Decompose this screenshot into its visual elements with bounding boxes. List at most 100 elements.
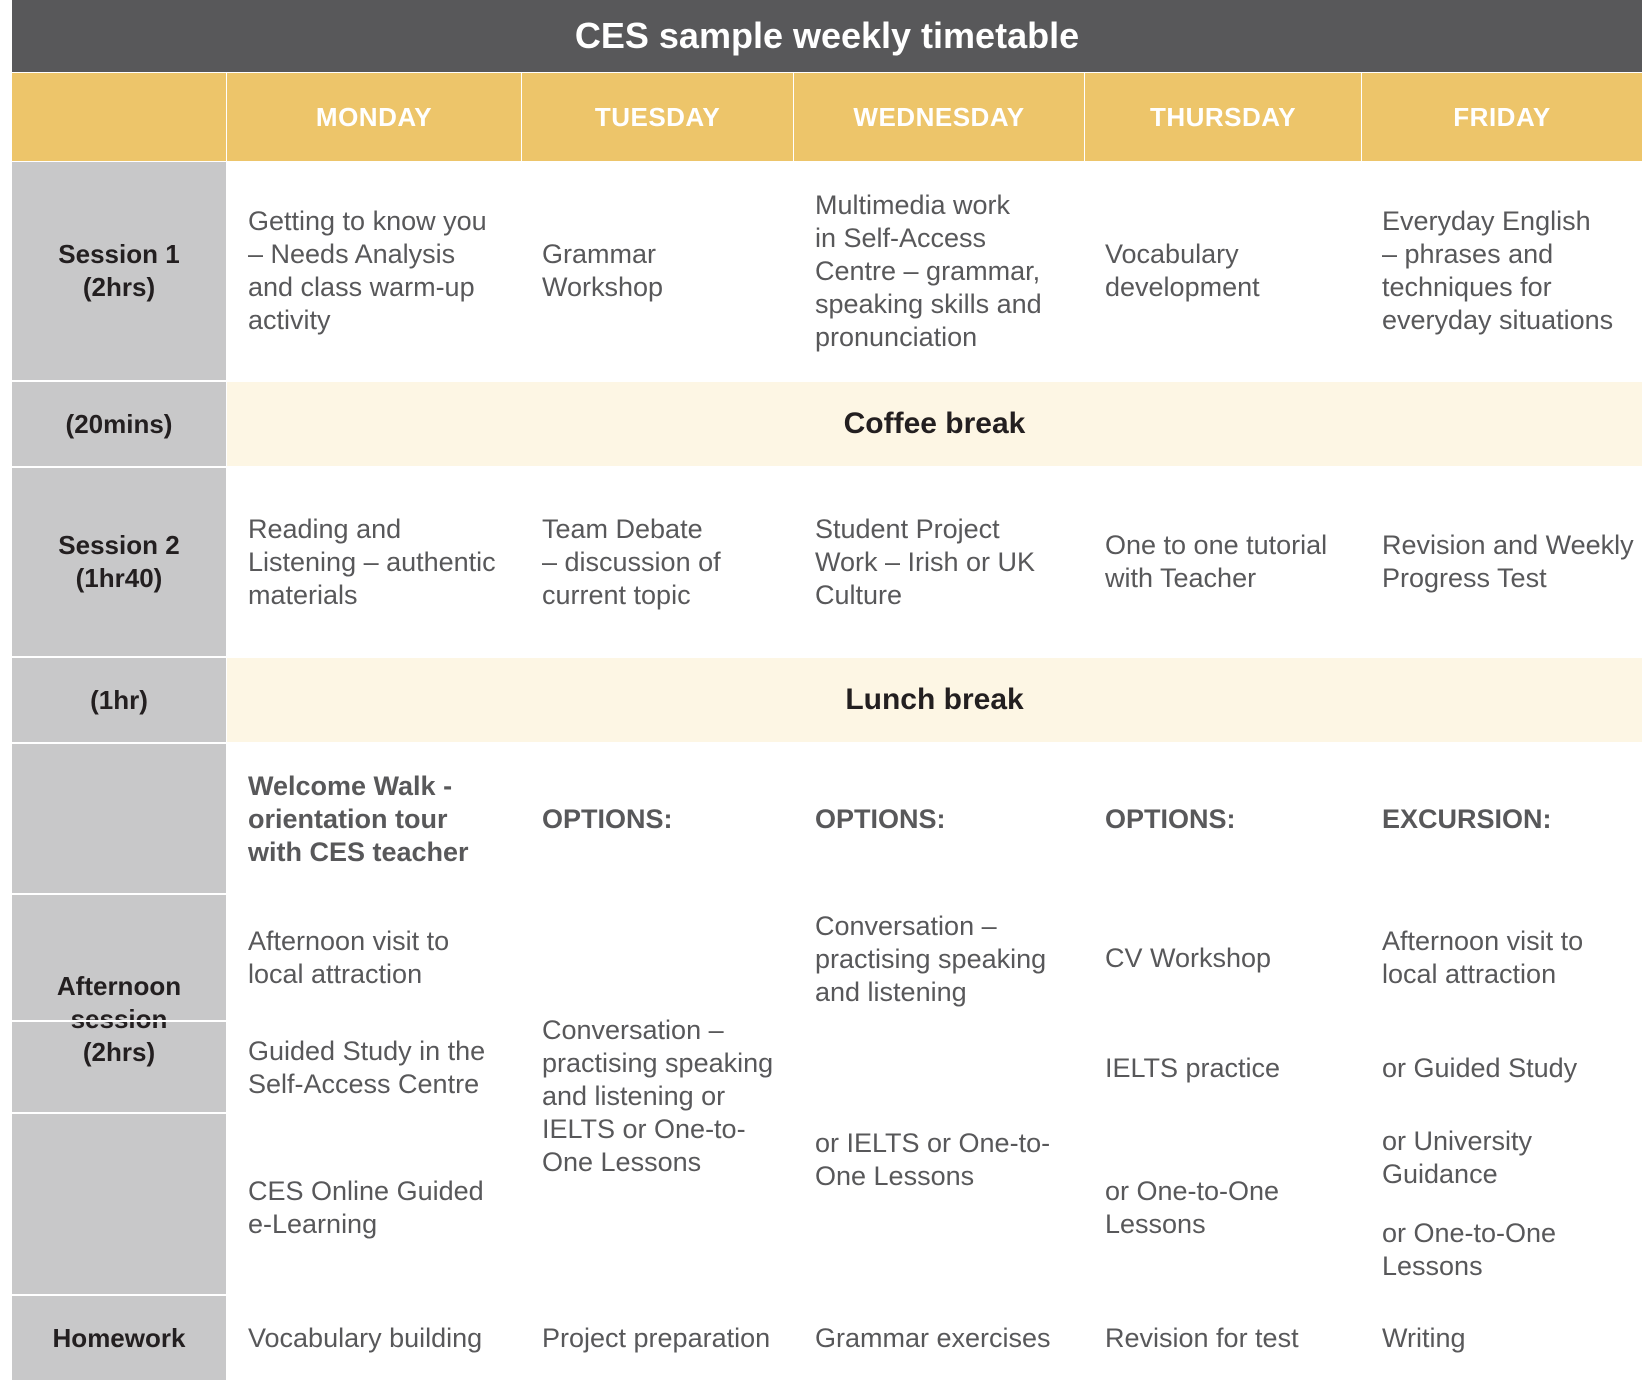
afternoon-thursday-option-1: CV Workshop: [1105, 940, 1357, 976]
cell-line: or University: [1382, 1126, 1533, 1156]
row-label-session-2: Session 2 (1hr40): [12, 468, 226, 656]
row-label-lunch-duration: (1hr): [12, 658, 226, 742]
cell-line: One Lessons: [815, 1161, 975, 1191]
row-label-session-1: Session 1 (2hrs): [12, 162, 226, 380]
cell-line: in Self-Access: [815, 222, 987, 253]
cell-line: – phrases and: [1382, 239, 1554, 269]
cell-line: IELTS or One-to-: [542, 1113, 746, 1144]
row-label-line: (2hrs): [82, 1036, 156, 1067]
cell-line: Listening – authentic: [248, 546, 496, 577]
header-corner: [12, 73, 226, 161]
cell-line: Workshop: [542, 272, 664, 302]
cell-line: development: [1105, 272, 1260, 302]
cell-line: CES Online Guided: [248, 1176, 484, 1206]
cell-line: or Guided Study: [1382, 1052, 1578, 1083]
cell-line: – Needs Analysis: [248, 239, 456, 269]
cell-line: Multimedia work: [815, 189, 1011, 220]
afternoon-header-monday: Welcome Walk - orientation tour with CES…: [248, 768, 523, 870]
row-label-line: (2hrs): [82, 272, 156, 302]
cell-session1-friday: Everyday English – phrases and technique…: [1382, 162, 1640, 380]
cell-session2-friday: Revision and Weekly Progress Test: [1382, 468, 1640, 656]
cell-line: One Lessons: [542, 1146, 702, 1177]
cell-line: Afternoon visit to: [1382, 926, 1584, 956]
cell-homework-tuesday: Project preparation: [542, 1322, 771, 1353]
cell-session2-tuesday: Team Debate – discussion of current topi…: [542, 468, 787, 656]
cell-homework-wednesday: Grammar exercises: [815, 1322, 1051, 1353]
cell-session1-tuesday: Grammar Workshop: [542, 162, 787, 380]
day-header-thursday: THURSDAY: [1085, 73, 1361, 161]
cell-line: Conversation –: [542, 1014, 724, 1045]
row-label-line: Session 1: [58, 239, 180, 269]
row-label-line: Homework: [52, 1322, 186, 1353]
cell-line: everyday situations: [1382, 305, 1614, 335]
row-label-coffee-duration: (20mins): [12, 382, 226, 466]
afternoon-thursday-option-3: or One-to-One Lessons: [1105, 1174, 1357, 1242]
cell-line: Centre – grammar,: [815, 255, 1041, 286]
afternoon-header-tuesday: OPTIONS:: [542, 768, 787, 870]
cell-session1-thursday: Vocabulary development: [1105, 162, 1357, 380]
afternoon-header-thursday: OPTIONS:: [1105, 768, 1357, 870]
afternoon-tuesday-option-1: Conversation – practising speaking and l…: [542, 1012, 792, 1180]
day-header-friday: FRIDAY: [1362, 73, 1642, 161]
day-header-tuesday: TUESDAY: [522, 73, 793, 161]
cell-homework-friday: Writing: [1382, 1322, 1466, 1353]
cell-line: CV Workshop: [1105, 942, 1272, 973]
row-label-line: session: [70, 1003, 168, 1034]
cell-line: activity: [248, 305, 331, 335]
afternoon-thursday-option-2: IELTS practice: [1105, 1050, 1357, 1086]
cell-line: Guidance: [1382, 1159, 1498, 1189]
cell-line: speaking skills and: [815, 288, 1042, 319]
cell-line: techniques for: [1382, 272, 1552, 302]
cell-session2-thursday: One to one tutorial with Teacher: [1105, 468, 1357, 656]
afternoon-friday-option-2: or Guided Study: [1382, 1050, 1640, 1086]
label-column-divider: [12, 1020, 226, 1022]
cell-line: Reading and: [248, 513, 402, 544]
cell-line: Lessons: [1382, 1251, 1483, 1281]
cell-line: or One-to-One: [1382, 1218, 1557, 1248]
cell-line: EXCURSION:: [1382, 803, 1552, 834]
cell-line: and class warm-up: [248, 272, 475, 302]
cell-line: orientation tour: [248, 803, 448, 834]
cell-line: IELTS practice: [1105, 1052, 1281, 1083]
afternoon-monday-option-3: CES Online Guided e-Learning: [248, 1174, 518, 1242]
cell-line: e-Learning: [248, 1209, 378, 1239]
coffee-break-band: Coffee break: [227, 382, 1642, 466]
cell-line: materials: [248, 579, 358, 610]
cell-line: Self-Access Centre: [248, 1069, 480, 1099]
cell-line: Getting to know you: [248, 206, 487, 236]
row-label-line: Session 2: [58, 530, 180, 560]
day-header-monday: MONDAY: [227, 73, 521, 161]
day-header-wednesday: WEDNESDAY: [794, 73, 1084, 161]
cell-homework-thursday: Revision for test: [1105, 1322, 1299, 1353]
cell-line: OPTIONS:: [542, 803, 673, 834]
cell-line: Everyday English: [1382, 206, 1591, 236]
cell-line: Vocabulary: [1105, 239, 1239, 269]
cell-line: Conversation –: [815, 910, 997, 941]
cell-line: OPTIONS:: [1105, 803, 1236, 834]
cell-line: Progress Test: [1382, 563, 1547, 593]
lunch-break-band: Lunch break: [227, 658, 1642, 742]
cell-line: Culture: [815, 579, 903, 610]
cell-session1-wednesday: Multimedia work in Self-Access Centre – …: [815, 162, 1080, 380]
afternoon-wednesday-option-2: or IELTS or One-to- One Lessons: [815, 1126, 1080, 1194]
cell-line: with CES teacher: [248, 836, 469, 867]
afternoon-monday-option-2: Guided Study in the Self-Access Centre: [248, 1034, 518, 1102]
label-column-divider: [12, 893, 226, 895]
row-label-line: (1hr): [90, 684, 148, 715]
row-label-homework: Homework: [12, 1296, 226, 1380]
cell-line: with Teacher: [1105, 563, 1257, 593]
cell-session1-monday: Getting to know you – Needs Analysis and…: [248, 162, 518, 380]
row-label-afternoon-session: Afternoon session (2hrs): [12, 744, 226, 1294]
cell-line: and listening or: [542, 1080, 726, 1111]
cell-line: or One-to-One: [1105, 1176, 1280, 1206]
row-label-line: (20mins): [65, 408, 173, 439]
cell-line: Team Debate: [542, 513, 703, 544]
page-title: CES sample weekly timetable: [12, 0, 1642, 72]
cell-line: and listening: [815, 976, 967, 1007]
cell-homework-monday: Vocabulary building: [248, 1322, 483, 1353]
cell-line: Lessons: [1105, 1209, 1206, 1239]
cell-line: pronunciation: [815, 321, 978, 352]
cell-line: Grammar: [542, 239, 656, 269]
cell-line: Revision and Weekly: [1382, 530, 1634, 560]
cell-line: Work – Irish or UK: [815, 546, 1036, 577]
